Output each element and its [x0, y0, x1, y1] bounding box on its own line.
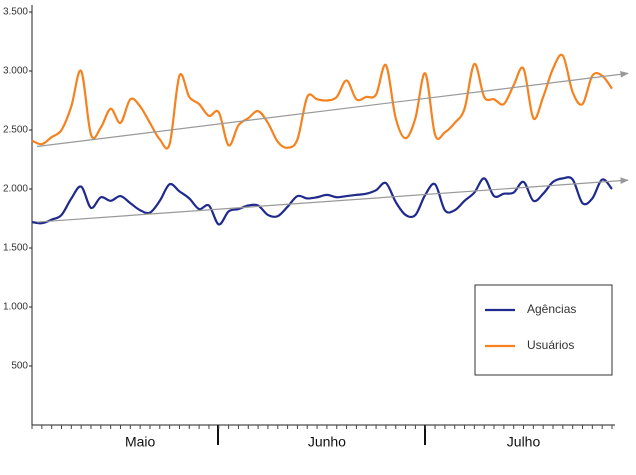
y-tick-label: 500: [11, 361, 28, 372]
y-tick-label: 2.000: [3, 184, 28, 195]
trend-line: [36, 70, 629, 148]
x-tick-label: Julho: [507, 434, 541, 450]
y-tick-label: 1.500: [3, 243, 28, 254]
y-tick-label: 2.500: [3, 125, 28, 136]
legend-box: [474, 284, 613, 376]
series-line: [31, 176, 613, 226]
y-tick-label: 3.000: [3, 66, 28, 77]
legend-label: Agências: [527, 302, 576, 316]
x-tick-label: Maio: [125, 434, 156, 450]
y-tick-label: 1.000: [3, 302, 28, 313]
series-line: [31, 53, 613, 150]
trend-line: [36, 177, 629, 223]
x-tick-label: Junho: [308, 434, 346, 450]
y-tick-label: 3.500: [3, 7, 28, 18]
legend-label: Usuários: [527, 338, 574, 352]
